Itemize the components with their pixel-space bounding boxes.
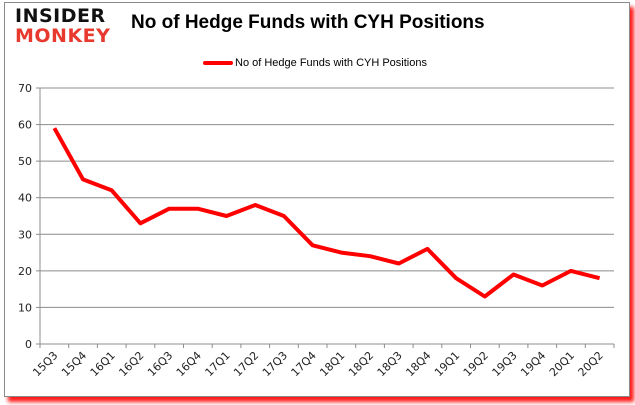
x-tick-label: 20Q1 — [547, 349, 577, 379]
x-tick-label: 15Q4 — [59, 349, 89, 379]
legend-line-icon — [203, 61, 233, 65]
x-tick-label: 18Q1 — [317, 349, 347, 379]
y-tick-label: 40 — [18, 192, 32, 205]
x-tick-label: 18Q4 — [403, 349, 433, 379]
insider-monkey-logo: INSIDER MONKEY — [15, 7, 110, 46]
x-tick-label: 15Q3 — [30, 349, 60, 379]
x-tick-label: 16Q1 — [88, 349, 118, 379]
logo-line1: INSIDER — [15, 5, 106, 27]
x-axis: 15Q315Q416Q116Q216Q316Q417Q117Q217Q317Q4… — [30, 343, 615, 379]
x-tick-label: 17Q4 — [289, 349, 319, 379]
x-tick-label: 17Q3 — [260, 349, 290, 379]
x-tick-label: 16Q2 — [116, 349, 146, 379]
y-tick-label: 10 — [18, 301, 32, 314]
y-tick-label: 70 — [18, 82, 32, 95]
x-tick-label: 18Q2 — [346, 349, 376, 379]
x-tick-label: 19Q1 — [432, 349, 462, 379]
y-tick-label: 50 — [18, 155, 32, 168]
x-tick-label: 19Q4 — [518, 349, 548, 379]
x-tick-label: 20Q2 — [576, 349, 606, 379]
legend-label: No of Hedge Funds with CYH Positions — [235, 57, 427, 69]
y-tick-label: 20 — [18, 265, 32, 278]
chart-card: INSIDER MONKEY No of Hedge Funds with CY… — [4, 2, 630, 397]
logo-line2: MONKEY — [15, 25, 111, 47]
x-tick-label: 17Q1 — [203, 349, 233, 379]
x-tick-label: 16Q3 — [145, 349, 175, 379]
x-tick-label: 16Q4 — [174, 349, 204, 379]
chart-legend: No of Hedge Funds with CYH Positions — [203, 57, 427, 69]
y-tick-label: 30 — [18, 228, 32, 241]
series-line — [52, 127, 601, 299]
chart-title: No of Hedge Funds with CYH Positions — [131, 12, 485, 33]
y-axis: 0 10 20 30 40 50 60 70 — [18, 82, 41, 351]
x-tick-label: 17Q2 — [231, 349, 261, 379]
x-tick-label: 18Q3 — [375, 349, 405, 379]
x-tick-label: 19Q2 — [461, 349, 491, 379]
x-tick-label: 19Q3 — [490, 349, 520, 379]
gridlines — [40, 87, 614, 308]
y-tick-label: 60 — [18, 119, 32, 132]
y-tick-label: 0 — [25, 338, 32, 351]
